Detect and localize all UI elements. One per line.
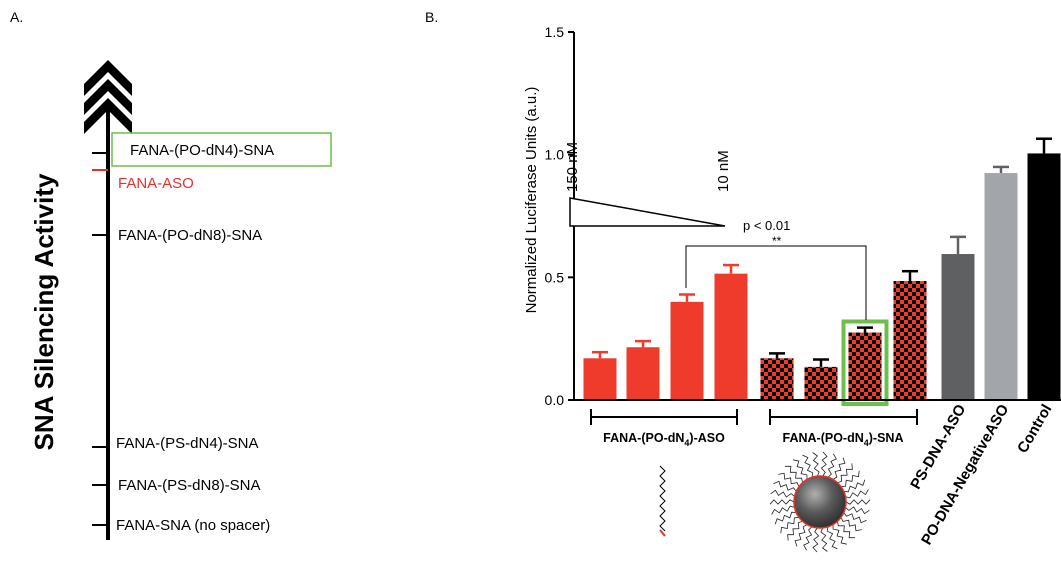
y-axis-label: Normalized Luciferase Units (a.u.) bbox=[523, 87, 540, 314]
sna-strand bbox=[843, 479, 866, 493]
sna-strand bbox=[845, 499, 871, 505]
sna-core bbox=[793, 475, 847, 529]
sna-strand bbox=[778, 472, 800, 487]
sna-strand bbox=[845, 489, 869, 499]
panel-b: B. Normalized Luciferase Units (a.u.) 0.… bbox=[425, 9, 1061, 553]
sna-strand bbox=[802, 454, 814, 478]
entry-label: FANA-ASO bbox=[118, 175, 194, 192]
y-tick-label: 0.0 bbox=[545, 392, 565, 408]
bars-group bbox=[574, 137, 1061, 407]
sna-strand bbox=[784, 465, 803, 483]
significance-stars: ** bbox=[772, 234, 782, 248]
group-bracket-sna: FANA-(PO-dN4)-SNA bbox=[769, 409, 918, 448]
sna-strand bbox=[769, 499, 795, 505]
x-tick-label: PO-DNA-NegativeASO bbox=[918, 401, 1012, 548]
bar bbox=[1027, 153, 1061, 400]
highlight-box bbox=[111, 132, 332, 167]
sna-strand bbox=[771, 505, 795, 515]
highlight-box bbox=[841, 319, 889, 407]
panel-b-label: B. bbox=[425, 9, 438, 25]
entry-row: FANA-(PS-dN4)-SNA bbox=[92, 435, 259, 452]
sna-strand bbox=[832, 457, 846, 480]
concentration-wedge: 150 nM 10 nM bbox=[564, 142, 732, 227]
bar bbox=[714, 273, 748, 400]
entry-label: FANA-(PS-dN8)-SNA bbox=[118, 477, 261, 494]
entry-row: FANA-(PS-dN8)-SNA bbox=[92, 477, 261, 494]
bar bbox=[670, 301, 704, 400]
sna-strand bbox=[787, 520, 803, 541]
entry-row: FANA-(PO-dN8)-SNA bbox=[92, 227, 262, 244]
bar bbox=[848, 332, 882, 400]
x-tick-label: Control bbox=[1014, 402, 1055, 457]
sna-strand bbox=[793, 459, 808, 480]
bar bbox=[941, 254, 975, 400]
bar bbox=[626, 347, 660, 400]
significance-bracket: p < 0.01 ** bbox=[685, 218, 867, 320]
sna-strand bbox=[826, 526, 838, 550]
sna-strand bbox=[820, 527, 828, 552]
p-value-label: p < 0.01 bbox=[743, 218, 790, 233]
sna-particle-illustration bbox=[769, 451, 871, 553]
sna-strand bbox=[812, 452, 820, 477]
sna-strand bbox=[803, 526, 813, 551]
panel-a: A. SNA Silencing Activity FANA-(PO-dN4)-… bbox=[10, 9, 332, 540]
silencing-axis-label: SNA Silencing Activity bbox=[29, 173, 59, 450]
group-bracket-aso: FANA-(PO-dN4)-ASO bbox=[590, 409, 738, 448]
sna-strand bbox=[837, 463, 853, 484]
sna-strand bbox=[845, 506, 870, 515]
group-label-sna: FANA-(PO-dN4)-SNA bbox=[783, 431, 904, 448]
conc-high-label: 150 nM bbox=[564, 142, 581, 192]
entry-row: FANA-(PO-dN4)-SNA bbox=[92, 132, 332, 167]
bar bbox=[984, 173, 1018, 400]
sna-strand bbox=[820, 451, 828, 477]
chevron-up-icon bbox=[84, 60, 132, 134]
sna-strand bbox=[840, 517, 862, 532]
sna-strand bbox=[773, 480, 797, 492]
sna-strand bbox=[794, 524, 808, 547]
sna-strand bbox=[827, 453, 837, 478]
entry-label: FANA-(PO-dN4)-SNA bbox=[130, 142, 274, 159]
bar bbox=[804, 366, 838, 400]
bar bbox=[893, 281, 927, 400]
entry-row: FANA-ASO bbox=[92, 169, 194, 192]
sna-strand bbox=[843, 512, 867, 524]
aso-strand-illustration bbox=[659, 465, 666, 537]
y-tick-label: 1.0 bbox=[545, 147, 565, 163]
bar bbox=[760, 358, 794, 400]
y-tick-label: 0.5 bbox=[545, 269, 565, 285]
bar bbox=[583, 358, 617, 400]
entry-row: FANA-SNA (no spacer) bbox=[92, 517, 270, 534]
sna-strand bbox=[840, 470, 860, 488]
y-tick-label: 1.5 bbox=[545, 24, 565, 40]
sna-strand bbox=[770, 489, 795, 498]
sna-strand bbox=[837, 521, 856, 539]
entry-label: FANA-SNA (no spacer) bbox=[116, 517, 270, 534]
group-label-aso: FANA-(PO-dN4)-ASO bbox=[603, 431, 725, 448]
entry-label: FANA-(PS-dN4)-SNA bbox=[116, 435, 259, 452]
panel-a-label: A. bbox=[10, 9, 23, 25]
sna-strand bbox=[780, 516, 800, 534]
sna-strand bbox=[832, 524, 847, 545]
conc-low-label: 10 nM bbox=[715, 150, 732, 192]
wedge-triangle bbox=[569, 197, 726, 227]
entry-label: FANA-(PO-dN8)-SNA bbox=[118, 227, 262, 244]
sna-strand bbox=[774, 511, 797, 525]
sna-strand bbox=[812, 527, 820, 553]
bracket-line bbox=[685, 245, 867, 320]
